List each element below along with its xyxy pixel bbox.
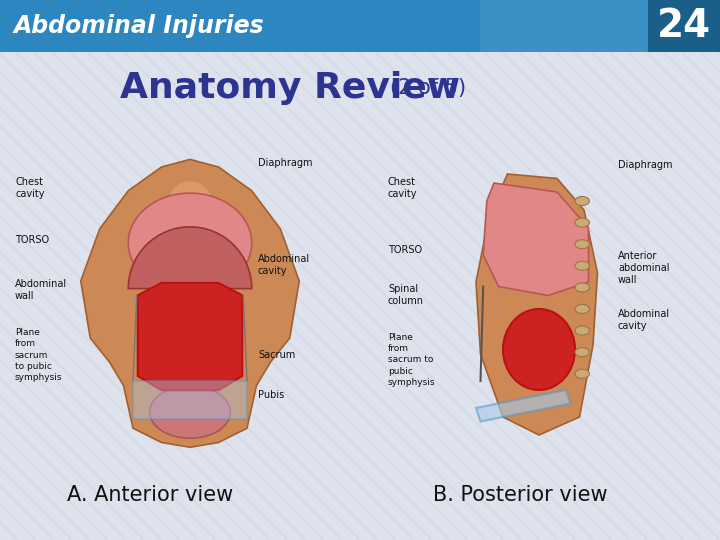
Text: Diaphragm: Diaphragm [618,160,672,170]
Polygon shape [483,183,588,295]
Ellipse shape [575,305,590,314]
Text: Plane
from
sacrum to
pubic
symphysis: Plane from sacrum to pubic symphysis [388,333,436,387]
Text: Abdominal Injuries: Abdominal Injuries [14,14,265,38]
Ellipse shape [128,193,252,293]
Polygon shape [476,390,570,422]
Ellipse shape [575,369,590,379]
Ellipse shape [575,283,590,292]
Ellipse shape [575,197,590,206]
Text: Pubis: Pubis [258,390,284,400]
Polygon shape [476,174,598,435]
Polygon shape [81,159,300,447]
Ellipse shape [150,386,230,438]
Text: Abdominal
wall: Abdominal wall [15,279,67,301]
Polygon shape [138,283,242,390]
Ellipse shape [503,309,575,390]
Ellipse shape [166,181,214,238]
Text: Spinal
column: Spinal column [388,284,424,306]
Text: Anatomy Review: Anatomy Review [120,71,460,105]
Bar [648,0,720,52]
Text: TORSO: TORSO [388,245,422,255]
Text: Anterior
abdominal
wall: Anterior abdominal wall [618,251,670,286]
Text: Abdominal
cavity: Abdominal cavity [618,309,670,331]
Text: Chest
cavity: Chest cavity [388,177,418,199]
Ellipse shape [575,218,590,227]
Text: A. Anterior view: A. Anterior view [67,485,233,505]
Ellipse shape [575,348,590,357]
Bar [133,381,247,418]
Text: TORSO: TORSO [15,235,49,245]
Text: Sacrum: Sacrum [258,350,295,360]
Text: 24: 24 [657,7,711,45]
Text: B. Posterior view: B. Posterior view [433,485,607,505]
Wedge shape [128,227,252,288]
Text: Chest
cavity: Chest cavity [15,177,45,199]
Bar [480,0,720,52]
Ellipse shape [575,240,590,249]
Ellipse shape [575,326,590,335]
Text: (2 of 5): (2 of 5) [390,78,466,98]
Text: Diaphragm: Diaphragm [258,158,312,168]
Ellipse shape [575,261,590,271]
Text: Plane
from
sacrum
to pubic
symphysis: Plane from sacrum to pubic symphysis [15,328,63,382]
Bar [0,0,720,52]
Text: Abdominal
cavity: Abdominal cavity [258,254,310,276]
